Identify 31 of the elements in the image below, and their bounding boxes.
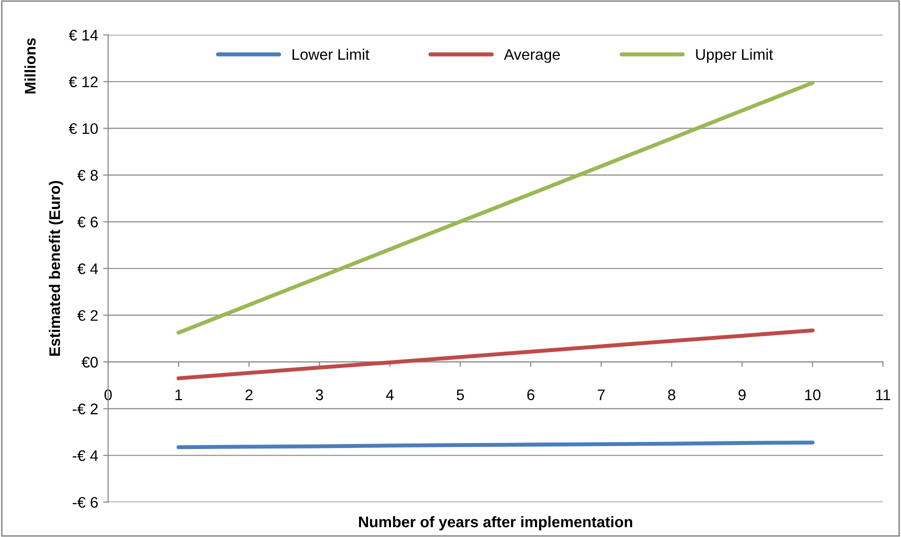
y-tick-label: € 14: [68, 30, 98, 41]
x-tick-label: 9: [738, 389, 746, 400]
y-tick-label: € 6: [77, 216, 98, 228]
legend-label: Average: [504, 49, 560, 63]
y-axis-title: Estimated benefit (Euro): [48, 180, 64, 356]
legend-label: Lower Limit: [292, 48, 370, 60]
text: Millions: [24, 38, 36, 94]
x-tick-label: 1: [175, 390, 182, 400]
y-tick-label: € 10: [68, 123, 98, 134]
x-tick-label: 10: [805, 389, 820, 400]
line-series: [176, 80, 814, 335]
x-tick-label: 4: [386, 390, 394, 400]
x-axis-title: Number of years after implementation: [359, 516, 632, 530]
y-tick-label: €0: [82, 356, 98, 368]
legend-label: Upper Limit: [696, 48, 773, 63]
x-tick-label: 8: [668, 389, 676, 400]
x-tick-label: 6: [527, 389, 534, 400]
y-tick-label: -€ 4: [72, 450, 98, 462]
x-tick-label: 2: [246, 389, 252, 400]
x-tick-label: 3: [316, 389, 324, 400]
x-tick-label: 0: [104, 389, 112, 400]
y-tick-label: € 4: [77, 263, 98, 274]
y-tick-label: € 2: [77, 310, 98, 321]
y-tick-label: -€ 2: [72, 404, 98, 414]
x-tick-label: 7: [598, 390, 605, 400]
y-tick-label: € 12: [68, 76, 98, 88]
y-tick-label: -€ 6: [72, 496, 98, 508]
line-series: [176, 328, 814, 380]
y-tick-label: € 8: [77, 170, 98, 181]
x-tick-label: 5: [456, 390, 464, 400]
x-tick-label: 11: [876, 390, 890, 400]
